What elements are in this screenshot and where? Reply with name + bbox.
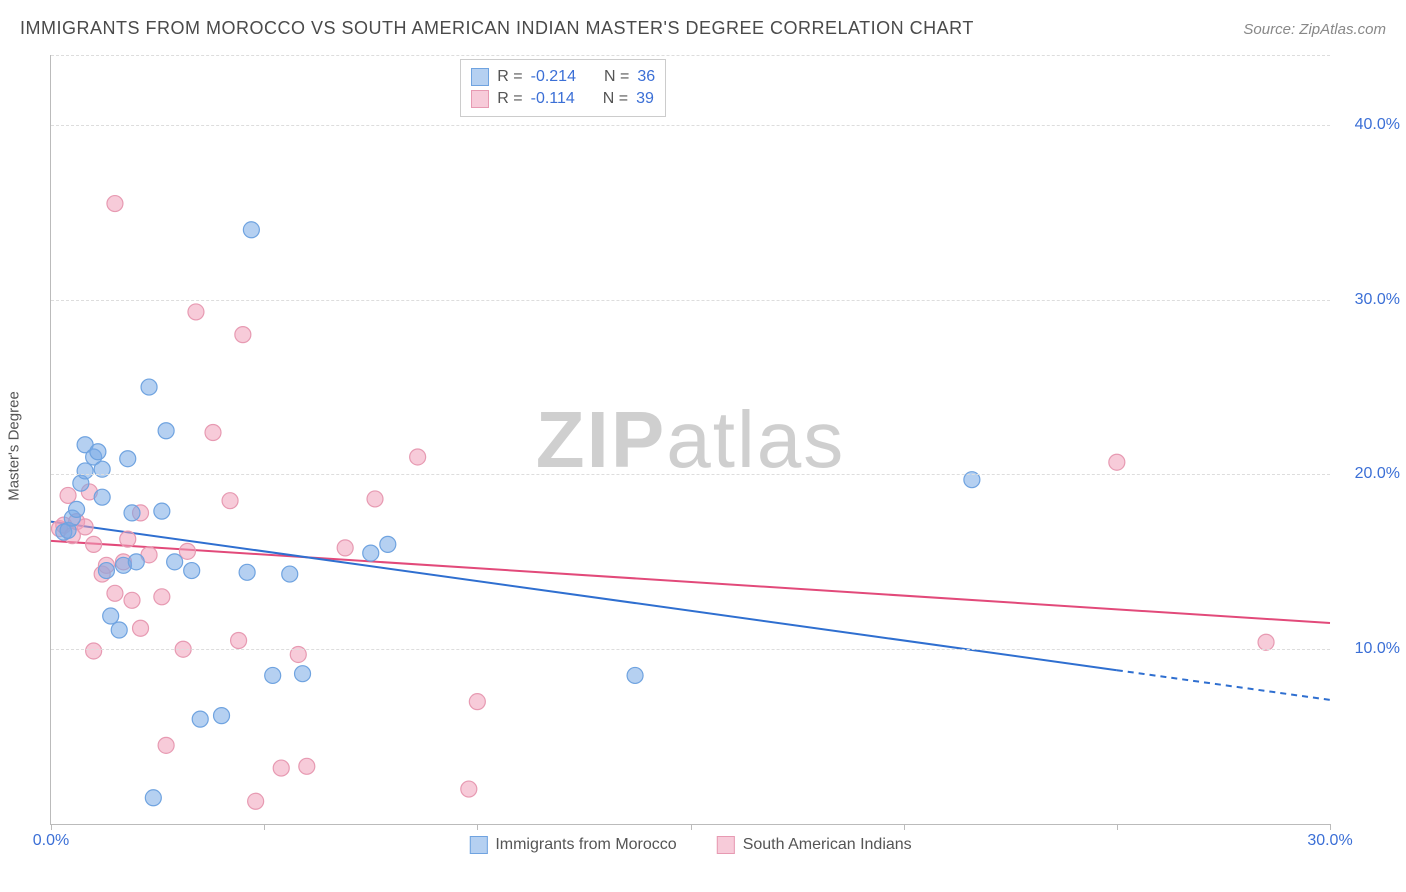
data-point [86, 643, 102, 659]
data-point [295, 666, 311, 682]
data-point [124, 592, 140, 608]
data-point [192, 711, 208, 727]
data-point [107, 196, 123, 212]
data-point [461, 781, 477, 797]
data-point [214, 708, 230, 724]
data-point [107, 585, 123, 601]
legend-label: South American Indians [743, 836, 912, 854]
correlation-stats-box: R = -0.214 N = 36 R = -0.114 N = 39 [460, 59, 666, 117]
data-point [265, 667, 281, 683]
data-point [154, 503, 170, 519]
data-point [235, 327, 251, 343]
data-point [282, 566, 298, 582]
x-tick-label: 30.0% [1307, 832, 1352, 850]
data-point [154, 589, 170, 605]
legend-item-b: South American Indians [717, 836, 912, 854]
data-point [124, 505, 140, 521]
data-point [299, 758, 315, 774]
data-point [627, 667, 643, 683]
data-point [363, 545, 379, 561]
chart-plot-area: ZIPatlas R = -0.214 N = 36 R = -0.114 N … [50, 55, 1330, 825]
legend-item-a: Immigrants from Morocco [469, 836, 676, 854]
swatch-series-a [471, 68, 489, 86]
data-point [103, 608, 119, 624]
data-point [1258, 634, 1274, 650]
x-tick-label: 0.0% [33, 832, 69, 850]
data-point [469, 694, 485, 710]
data-point [60, 487, 76, 503]
y-tick-label: 40.0% [1340, 116, 1400, 134]
data-point [1109, 454, 1125, 470]
data-point [167, 554, 183, 570]
data-point [205, 425, 221, 441]
stats-row: R = -0.214 N = 36 [471, 66, 655, 88]
data-point [410, 449, 426, 465]
data-point [231, 632, 247, 648]
data-point [133, 620, 149, 636]
y-tick-label: 20.0% [1340, 465, 1400, 483]
legend-label: Immigrants from Morocco [495, 836, 676, 854]
swatch-series-b [471, 90, 489, 108]
data-point [158, 737, 174, 753]
data-point [337, 540, 353, 556]
data-point [77, 463, 93, 479]
source-attribution: Source: ZipAtlas.com [1243, 21, 1386, 38]
data-point [145, 790, 161, 806]
data-point [94, 489, 110, 505]
data-point [128, 554, 144, 570]
data-point [273, 760, 289, 776]
swatch-series-a-icon [469, 836, 487, 854]
data-point [188, 304, 204, 320]
y-tick-label: 30.0% [1340, 291, 1400, 309]
y-axis-label: Master's Degree [6, 391, 23, 501]
data-point [158, 423, 174, 439]
data-point [141, 379, 157, 395]
data-point [222, 493, 238, 509]
bottom-legend: Immigrants from Morocco South American I… [469, 836, 911, 854]
stats-row: R = -0.114 N = 39 [471, 88, 655, 110]
swatch-series-b-icon [717, 836, 735, 854]
data-point [184, 563, 200, 579]
data-point [111, 622, 127, 638]
data-point [90, 444, 106, 460]
chart-svg [51, 55, 1330, 824]
data-point [120, 451, 136, 467]
data-point [86, 536, 102, 552]
data-point [239, 564, 255, 580]
y-tick-label: 10.0% [1340, 640, 1400, 658]
data-point [179, 543, 195, 559]
data-point [120, 531, 136, 547]
data-point [248, 793, 264, 809]
data-point [243, 222, 259, 238]
chart-title: IMMIGRANTS FROM MOROCCO VS SOUTH AMERICA… [20, 18, 974, 39]
data-point [98, 563, 114, 579]
data-point [69, 501, 85, 517]
data-point [367, 491, 383, 507]
data-point [380, 536, 396, 552]
